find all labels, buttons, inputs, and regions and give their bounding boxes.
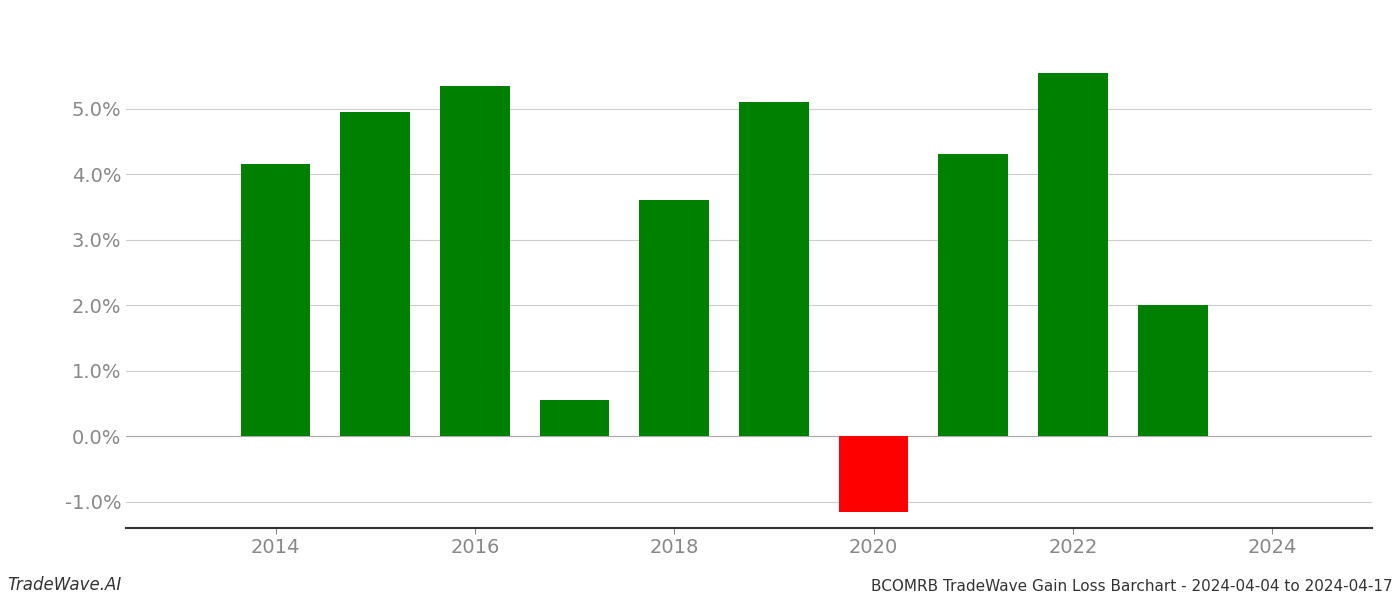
Bar bbox=[739, 102, 809, 436]
Bar bbox=[640, 200, 710, 436]
Bar bbox=[1138, 305, 1208, 436]
Bar bbox=[839, 436, 909, 512]
Bar bbox=[938, 154, 1008, 436]
Bar bbox=[241, 164, 311, 436]
Text: BCOMRB TradeWave Gain Loss Barchart - 2024-04-04 to 2024-04-17: BCOMRB TradeWave Gain Loss Barchart - 20… bbox=[871, 579, 1393, 594]
Bar bbox=[1037, 73, 1107, 436]
Bar bbox=[340, 112, 410, 436]
Bar bbox=[539, 400, 609, 436]
Bar bbox=[440, 86, 510, 436]
Text: TradeWave.AI: TradeWave.AI bbox=[7, 576, 122, 594]
